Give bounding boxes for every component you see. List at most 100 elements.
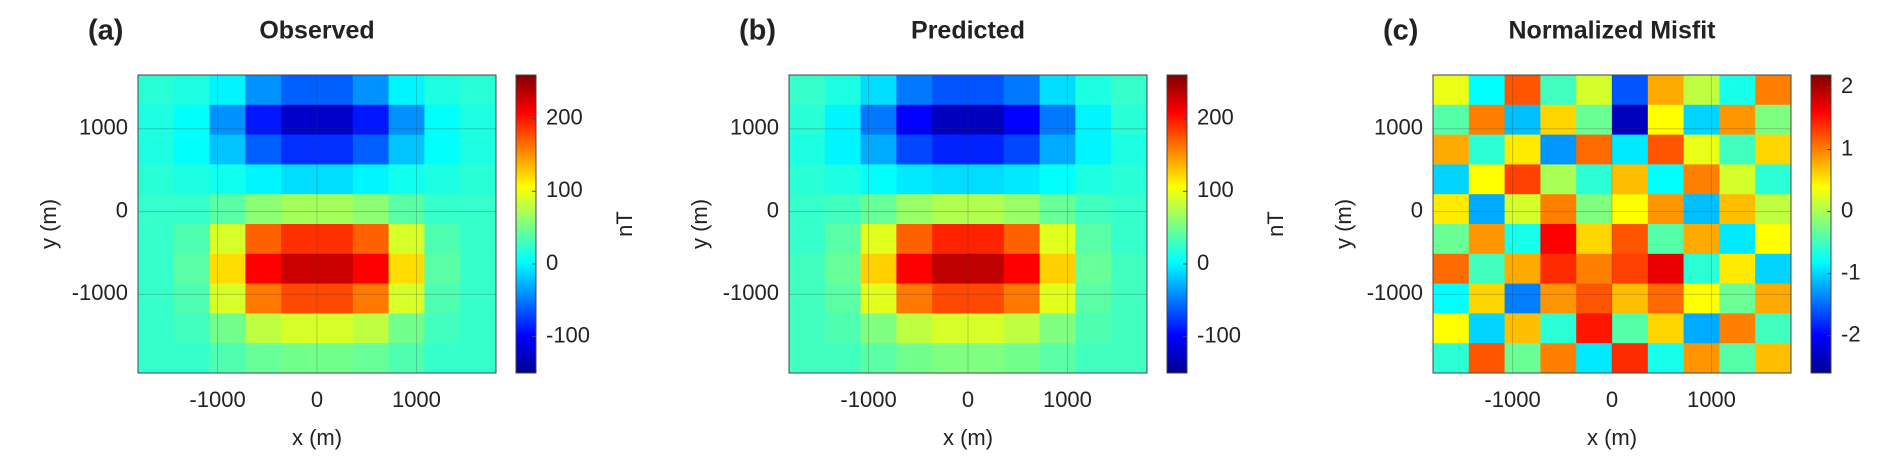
heat-cell bbox=[1039, 75, 1076, 106]
heat-cell bbox=[1612, 313, 1649, 344]
heat-cell bbox=[968, 224, 1005, 255]
plot-frame bbox=[137, 74, 497, 374]
heat-cell bbox=[1719, 283, 1756, 314]
heat-cell bbox=[896, 343, 933, 374]
heat-cell bbox=[173, 194, 211, 225]
heat-cell bbox=[388, 104, 425, 136]
heat-cell bbox=[352, 343, 390, 374]
colorbar-tick-label: 200 bbox=[1197, 104, 1234, 129]
heat-cell bbox=[138, 224, 175, 255]
heat-cell bbox=[388, 224, 425, 255]
heat-cell bbox=[1111, 224, 1148, 255]
heat-cell bbox=[1612, 104, 1649, 136]
heat-cell bbox=[281, 224, 318, 255]
heat-cell bbox=[1540, 75, 1577, 106]
heat-cell bbox=[424, 253, 461, 285]
colorbar-tick-label: -100 bbox=[1197, 322, 1241, 347]
heat-cell bbox=[1468, 194, 1506, 225]
heat-cell bbox=[1504, 134, 1541, 165]
heat-cell bbox=[209, 313, 246, 344]
heat-cell bbox=[824, 194, 862, 225]
heat-cell bbox=[460, 75, 497, 106]
heat-cell bbox=[173, 224, 211, 255]
heat-cell bbox=[245, 253, 282, 285]
heat-cell bbox=[1111, 134, 1148, 165]
heat-cell bbox=[1039, 194, 1076, 225]
heat-cell bbox=[824, 313, 862, 344]
colorbar-tick-label: 0 bbox=[1197, 250, 1209, 275]
heat-cell bbox=[896, 283, 933, 314]
heat-cell bbox=[1003, 134, 1041, 165]
heat-cell bbox=[245, 283, 282, 314]
heat-cell bbox=[460, 283, 497, 314]
heat-cell bbox=[824, 283, 862, 314]
heat-cell bbox=[209, 343, 246, 374]
heat-cell bbox=[1468, 343, 1506, 374]
heat-cell bbox=[424, 313, 461, 344]
heat-cell bbox=[460, 224, 497, 255]
heat-cell bbox=[968, 313, 1005, 344]
heat-cell bbox=[824, 253, 862, 285]
heat-cell bbox=[1468, 253, 1506, 285]
heat-cell bbox=[1039, 283, 1076, 314]
heat-cell bbox=[932, 134, 969, 165]
heat-cell bbox=[968, 283, 1005, 314]
heat-cell bbox=[1433, 164, 1470, 195]
heat-cell bbox=[1468, 313, 1506, 344]
heat-cell bbox=[1683, 164, 1720, 195]
heat-cell bbox=[860, 343, 897, 374]
y-axis-label: y (m) bbox=[1331, 199, 1356, 249]
heat-cell bbox=[789, 224, 826, 255]
heat-cell bbox=[209, 253, 246, 285]
heat-cell bbox=[1433, 343, 1470, 374]
heat-cell bbox=[1576, 194, 1613, 225]
x-tick-label: 1000 bbox=[1687, 387, 1736, 412]
colorbar-tick-label: 100 bbox=[546, 177, 583, 202]
x-tick-label: -1000 bbox=[840, 387, 896, 412]
heat-cell bbox=[173, 313, 211, 344]
heat-cell bbox=[1576, 164, 1613, 195]
heat-cell bbox=[352, 104, 390, 136]
heat-cell bbox=[1504, 313, 1541, 344]
heat-cell bbox=[245, 75, 282, 106]
heat-cell bbox=[317, 253, 354, 285]
heat-cell bbox=[460, 164, 497, 195]
heat-cell bbox=[824, 224, 862, 255]
heat-cell bbox=[1468, 104, 1506, 136]
plot-frame bbox=[788, 74, 1148, 374]
heat-cell bbox=[388, 253, 425, 285]
heat-cell bbox=[896, 253, 933, 285]
heat-cell bbox=[352, 194, 390, 225]
heat-cell bbox=[896, 164, 933, 195]
heat-cell bbox=[1683, 253, 1720, 285]
heat-cell bbox=[1576, 253, 1613, 285]
plot-frame bbox=[1432, 74, 1792, 374]
heat-cell bbox=[1540, 253, 1577, 285]
heat-cell bbox=[1719, 343, 1756, 374]
heat-cell bbox=[896, 75, 933, 106]
heat-cell bbox=[932, 283, 969, 314]
heat-cell bbox=[245, 134, 282, 165]
heat-cell bbox=[860, 164, 897, 195]
heat-cell bbox=[789, 104, 826, 136]
heat-cell bbox=[460, 253, 497, 285]
heat-cell bbox=[173, 164, 211, 195]
heat-cell bbox=[424, 224, 461, 255]
heat-cell bbox=[138, 104, 175, 136]
heat-cell bbox=[424, 194, 461, 225]
heat-cell bbox=[1039, 313, 1076, 344]
heat-cell bbox=[1504, 283, 1541, 314]
heat-cell bbox=[824, 75, 862, 106]
heat-cell bbox=[1719, 75, 1756, 106]
heat-cell bbox=[824, 343, 862, 374]
heat-cell bbox=[1468, 164, 1506, 195]
heat-cell bbox=[1647, 253, 1685, 285]
heat-cell bbox=[1433, 283, 1470, 314]
heat-cell bbox=[424, 75, 461, 106]
heat-cell bbox=[1755, 75, 1792, 106]
y-tick-label: -1000 bbox=[723, 280, 779, 305]
heat-cell bbox=[138, 134, 175, 165]
heat-cell bbox=[789, 194, 826, 225]
heat-cell bbox=[424, 283, 461, 314]
heat-cell bbox=[281, 134, 318, 165]
